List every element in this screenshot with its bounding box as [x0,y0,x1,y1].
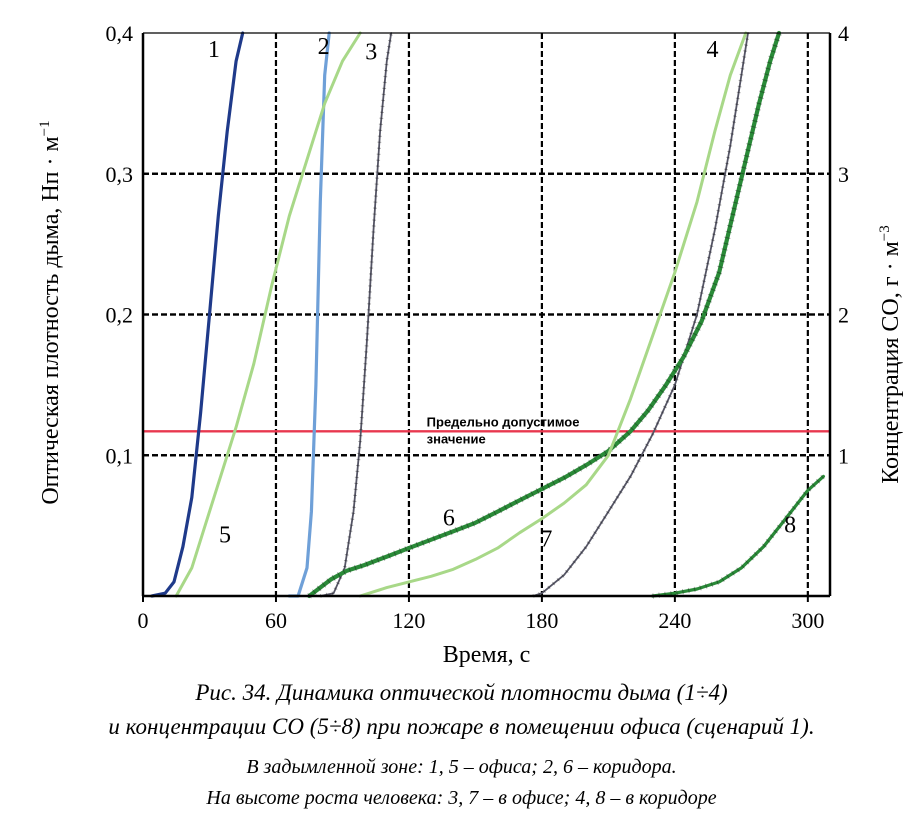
x-axis-label: Время, с [443,642,531,668]
figure-caption-line3: В задымленной зоне: 1, 5 – офиса; 2, 6 –… [246,756,677,778]
figure-caption-line2: и концентрации СО (5÷8) при пожаре в пом… [108,714,815,739]
axes [141,32,832,598]
series-ticks-8 [652,474,826,599]
series-lines: 1 2 3 4 5 6 7 8 [150,30,826,599]
x-tick-label: 300 [791,608,824,633]
series-6: 6 [307,30,782,599]
threshold-label-line2: значение [427,431,486,446]
series-label-4: 4 [707,37,719,63]
y-left-tick-label: 0,1 [106,443,134,468]
series-3: 3 [319,32,394,598]
series-line-5 [174,31,362,598]
x-tick-label: 60 [265,608,287,633]
y-right-tick-label: 1 [838,443,849,468]
series-line-6 [307,30,782,599]
series-label-5: 5 [219,523,231,549]
series-4: 4 [532,32,750,598]
series-label-1: 1 [208,37,220,63]
series-label-8: 8 [784,513,796,539]
series-line-3 [319,32,393,597]
series-ticks-6 [307,32,782,599]
y-left-axis-label: Оптическая плотность дыма, Нп · м−1 [37,120,64,504]
smoke-co-chart: Предельно допустимое значение 1 2 3 4 5 6 7 8 0… [37,21,904,668]
series-line-1 [150,31,245,598]
y-right-label-sup: −3 [877,225,893,241]
x-tick-label: 0 [138,608,149,633]
threshold-group: Предельно допустимое значение [143,414,830,446]
x-tick-label: 120 [392,608,425,633]
series-line-7 [358,31,748,598]
grid-lines [143,33,830,596]
series-line-4 [532,32,749,597]
series-ticks-4 [532,32,750,598]
y-right-tick-label: 2 [838,303,849,328]
series-7: 7 [358,31,748,598]
series-1: 1 [150,31,245,598]
y-right-tick-label: 4 [838,21,849,46]
y-left-tick-label: 0,3 [106,162,134,187]
threshold-label: Предельно допустимое [427,414,580,429]
series-8: 8 [651,474,826,599]
y-right-tick-label: 3 [838,162,849,187]
tick-labels: 0 60 120 180 240 300 0,1 0,2 0,3 0,4 1 2 3 4 [106,21,850,633]
y-left-tick-label: 0,4 [106,21,134,46]
series-label-2: 2 [318,34,330,60]
y-left-tick-label: 0,2 [106,303,134,328]
y-right-label-text: Концентрация СО, г · м [878,241,904,484]
x-tick-label: 180 [525,608,558,633]
y-left-label-sup: −1 [37,120,53,136]
series-5: 5 [174,31,362,598]
series-2: 2 [287,31,331,598]
x-tick-label: 240 [658,608,691,633]
series-line-2 [287,31,331,598]
series-label-7: 7 [540,527,552,553]
y-left-label-text: Оптическая плотность дыма, Нп · м [38,136,64,504]
figure-caption-title: Рис. 34. Динамика оптической плотности д… [195,680,728,705]
series-label-6: 6 [443,506,455,532]
y-right-axis-label: Концентрация СО, г · м−3 [877,225,904,484]
series-label-3: 3 [365,40,377,66]
figure-caption-line4: На высоте роста человека: 3, 7 – в офисе… [206,787,717,809]
series-line-8 [651,474,825,598]
